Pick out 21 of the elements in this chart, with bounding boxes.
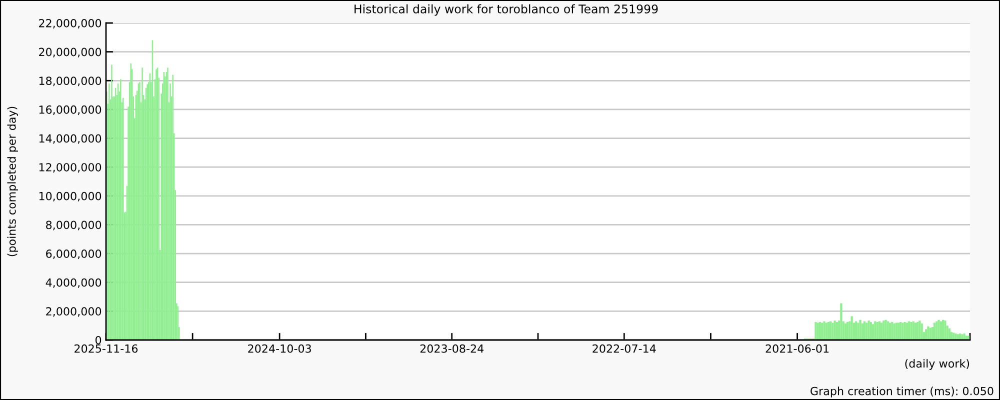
x-tick-label: 2021-06-01: [766, 344, 829, 353]
y-tick-label: 18,000,000: [39, 76, 102, 86]
y-tick-label: 2,000,000: [46, 307, 102, 317]
y-tick-label: 4,000,000: [46, 278, 102, 288]
y-tick-label: 14,000,000: [39, 134, 102, 144]
x-tick-label: 2023-08-24: [420, 344, 484, 353]
y-tick-label: 16,000,000: [39, 105, 102, 115]
y-tick-label: 8,000,000: [46, 220, 102, 230]
x-tick-label: 2024-10-03: [248, 344, 311, 353]
y-tick-label: 10,000,000: [39, 192, 102, 202]
y-tick-label: 22,000,000: [39, 18, 102, 29]
y-tick-label: 20,000,000: [39, 48, 102, 58]
y-tick-label: 6,000,000: [46, 250, 102, 260]
y-tick-label: 0: [95, 336, 102, 344]
y-axis-title: (points completed per day): [7, 106, 18, 256]
x-tick-label: 2022-07-14: [592, 344, 656, 353]
y-tick-label: 12,000,000: [39, 163, 102, 173]
chart-title: Historical daily work for toroblanco of Team 251999: [354, 4, 658, 16]
x-tick-label: 2025-11-16: [74, 344, 138, 353]
text: Graph creation timer (ms): 0.050: [810, 386, 994, 398]
x-axis-title: (daily work): [905, 359, 970, 370]
